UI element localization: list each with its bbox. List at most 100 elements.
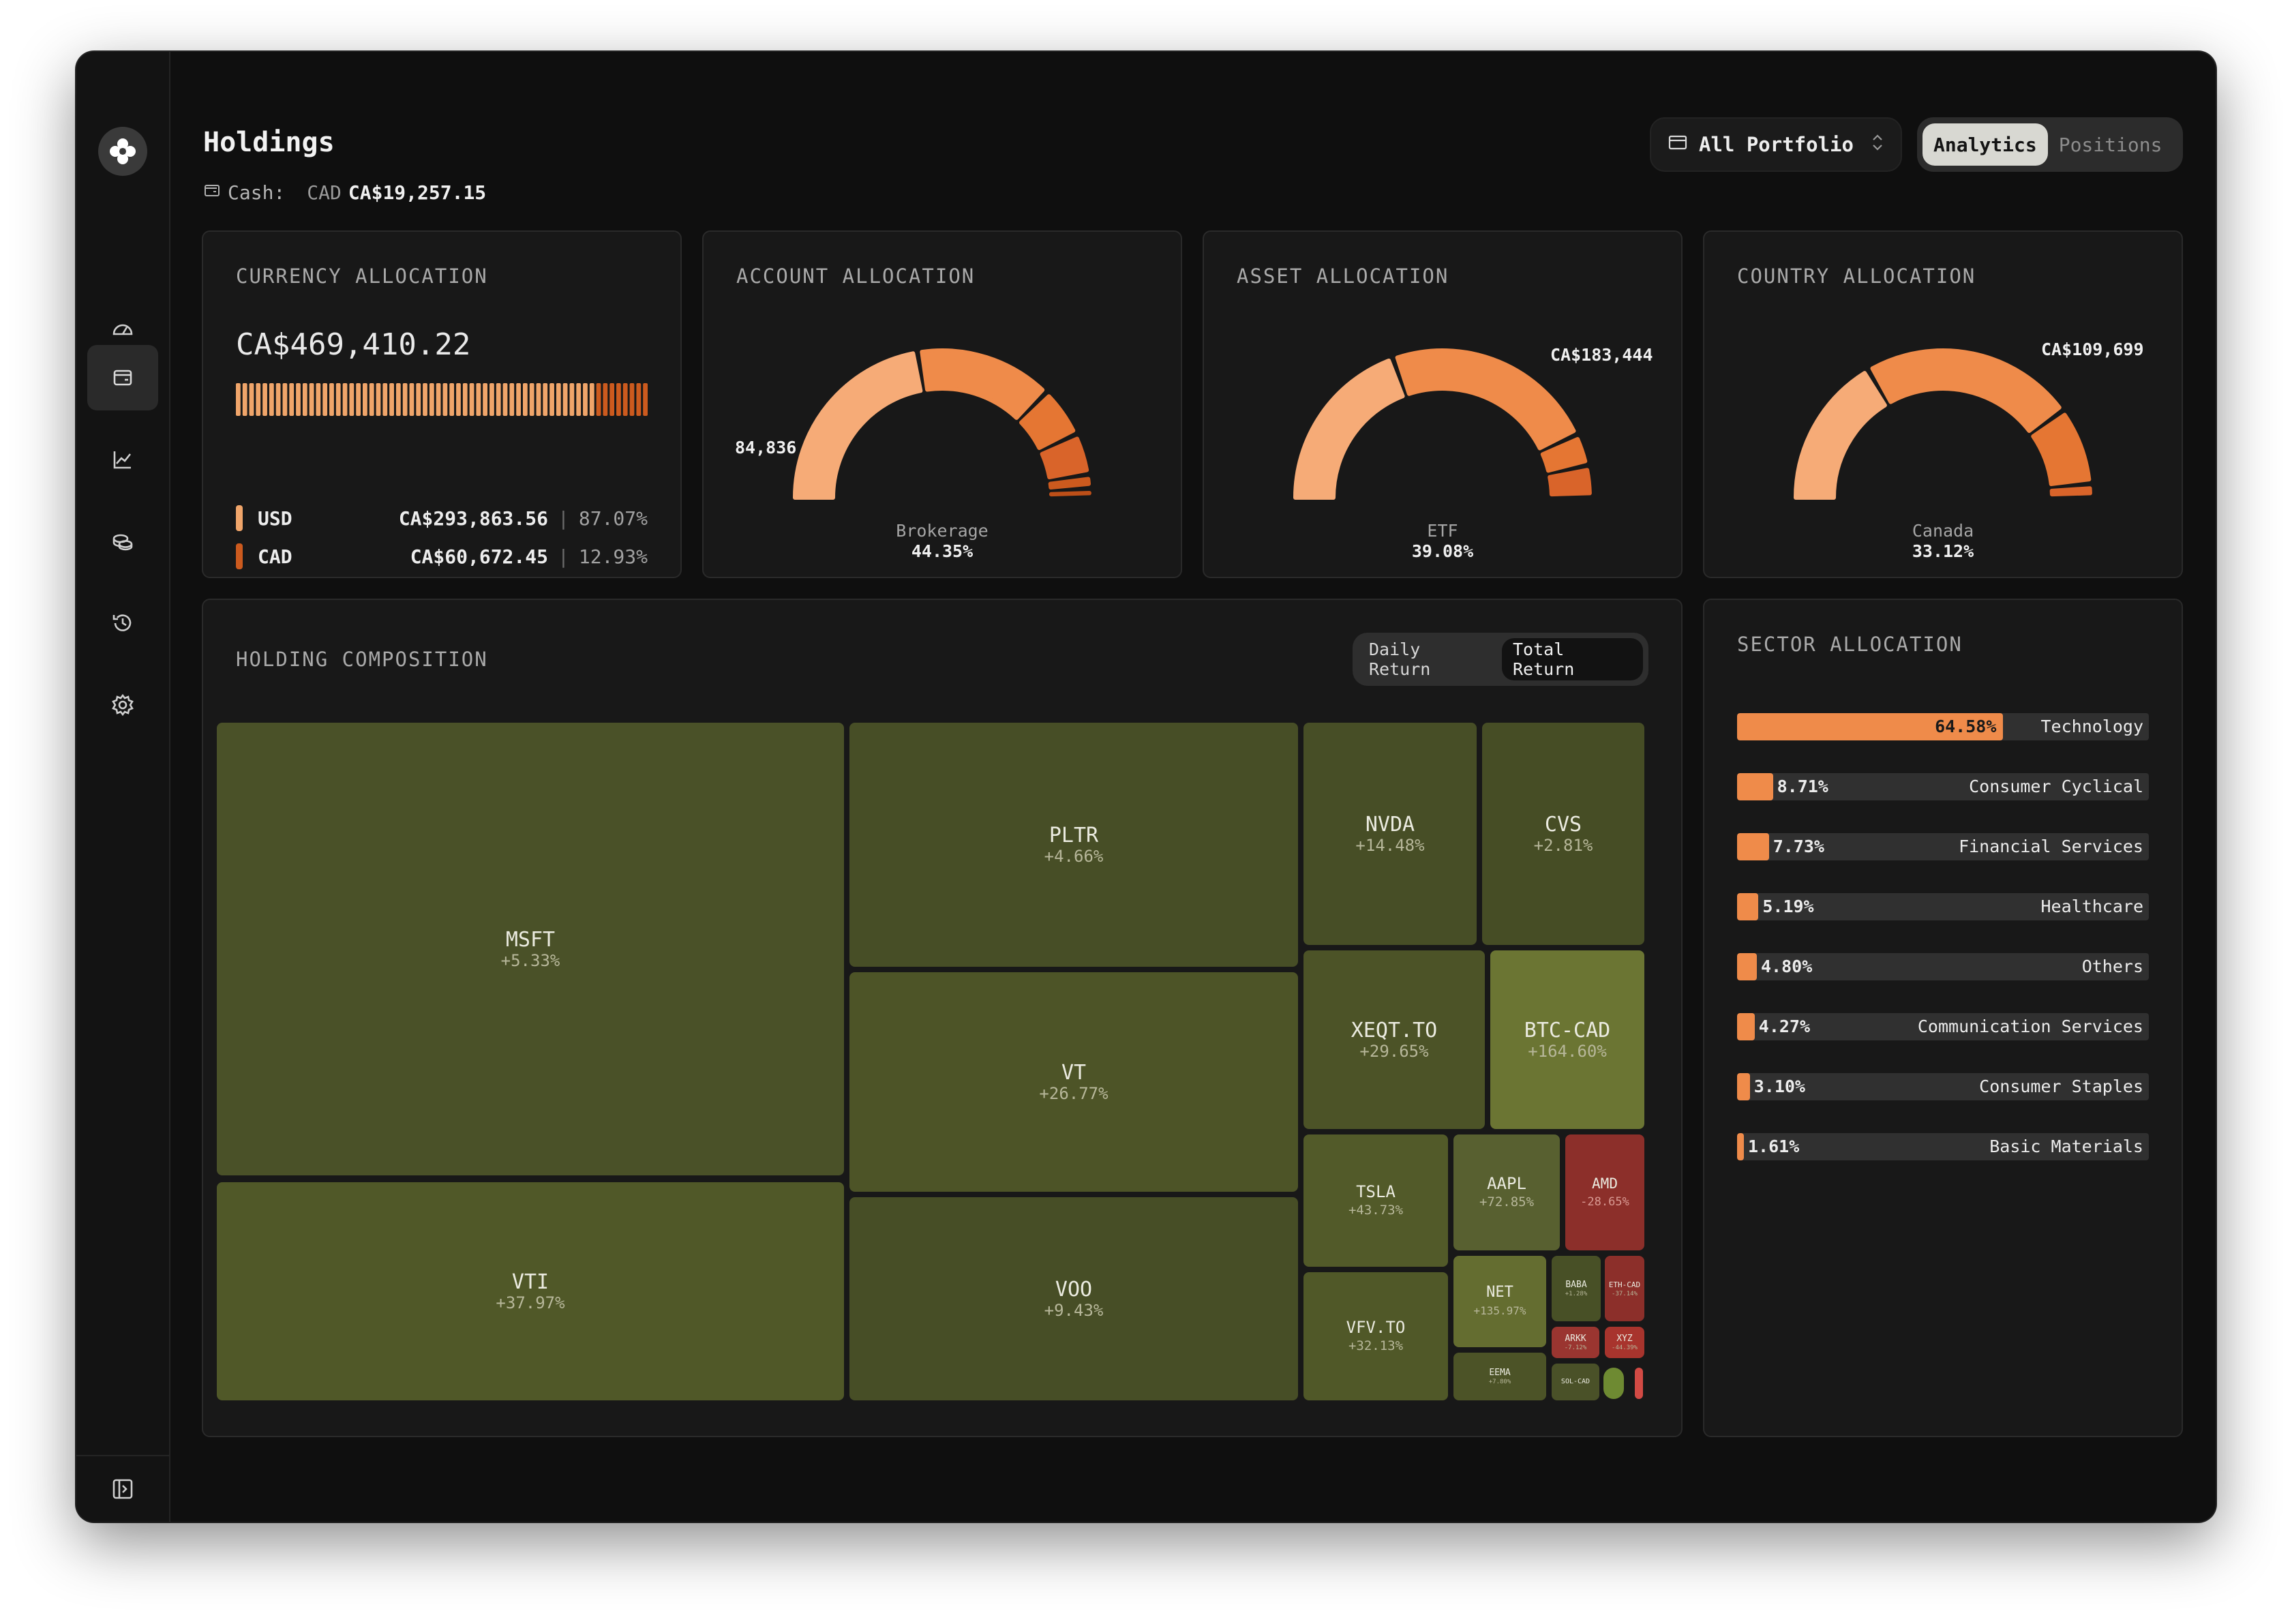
holding-tile-pltr[interactable]: PLTR +4.66% xyxy=(849,723,1298,967)
holding-symbol: VT xyxy=(1061,1061,1087,1085)
sector-row[interactable]: 8.71% Consumer Cyclical xyxy=(1737,773,2149,800)
flower-logo-icon[interactable] xyxy=(98,127,147,176)
cash-label: Cash: xyxy=(228,181,286,204)
settings-gear-icon[interactable] xyxy=(87,672,158,738)
holding-tile-aapl[interactable]: AAPL +72.85% xyxy=(1453,1134,1560,1250)
holding-tile-net[interactable]: NET +135.97% xyxy=(1453,1256,1546,1347)
holding-return: +164.60% xyxy=(1528,1042,1607,1061)
currency-share-stripe xyxy=(469,383,474,416)
holding-tile-eema[interactable]: EEMA +7.80% xyxy=(1453,1353,1546,1400)
asset-allocation-card: ASSET ALLOCATION CA$183,444 ETF 39.08% xyxy=(1203,230,1683,578)
currency-percent: 87.07% xyxy=(578,507,648,530)
portfolio-select[interactable]: All Portfolio xyxy=(1650,117,1902,172)
sector-row[interactable]: 5.19% Healthcare xyxy=(1737,893,2149,920)
gauge-segment[interactable] xyxy=(1019,394,1076,451)
holding-return: +72.85% xyxy=(1479,1194,1535,1209)
app-window: Holdings Cash: CAD CA$19,257.15 All Port… xyxy=(76,52,2216,1522)
holding-return: +43.73% xyxy=(1348,1203,1404,1218)
holding-return: +7.80% xyxy=(1488,1378,1511,1385)
currency-share-stripe xyxy=(509,383,515,416)
holding-tile-voo[interactable]: VOO +9.43% xyxy=(849,1197,1298,1400)
currency-share-stripe xyxy=(423,383,427,416)
gauge-segment[interactable] xyxy=(2031,412,2092,487)
tab-positions[interactable]: Positions xyxy=(2058,133,2162,156)
holding-tile-xeqt[interactable]: XEQT.TO +29.65% xyxy=(1303,950,1485,1129)
holding-tile-xyz[interactable]: XYZ -44.39% xyxy=(1605,1327,1644,1358)
account-allocation-gauge[interactable] xyxy=(704,232,1181,577)
sector-row[interactable]: 7.73% Financial Services xyxy=(1737,833,2149,860)
holding-return: -7.12% xyxy=(1564,1344,1587,1351)
asset-allocation-gauge[interactable] xyxy=(1204,232,1681,577)
gauge-segment[interactable] xyxy=(1049,490,1091,497)
currency-share-stripe xyxy=(329,383,334,416)
gauge-segment[interactable] xyxy=(1540,437,1588,473)
holding-tile-nvda[interactable]: NVDA +14.48% xyxy=(1303,723,1477,945)
holding-tile-btc-cad[interactable]: BTC-CAD +164.60% xyxy=(1490,950,1644,1129)
sector-name: Consumer Staples xyxy=(1979,1077,2143,1096)
gauge-segment[interactable] xyxy=(1794,371,1887,500)
gauge-segment[interactable] xyxy=(1293,358,1405,500)
gauge-segment[interactable] xyxy=(920,348,1045,420)
holding-tile-vfv[interactable]: VFV.TO +32.13% xyxy=(1303,1272,1448,1400)
holding-tile-cvs[interactable]: CVS +2.81% xyxy=(1482,723,1644,945)
sector-row[interactable]: 4.27% Communication Services xyxy=(1737,1013,2149,1040)
history-icon[interactable] xyxy=(87,590,158,656)
currency-code: CAD xyxy=(258,545,292,568)
gauge-segment[interactable] xyxy=(1548,468,1592,497)
currency-value: CA$60,672.45 xyxy=(410,545,548,568)
holding-symbol: TSLA xyxy=(1356,1182,1396,1201)
holding-return: +37.97% xyxy=(496,1293,565,1312)
currency-share-stripe xyxy=(236,383,241,416)
sector-row[interactable]: 3.10% Consumer Staples xyxy=(1737,1073,2149,1100)
holding-composition-card: HOLDING COMPOSITION Daily Return Total R… xyxy=(202,599,1683,1437)
performance-chart-icon[interactable] xyxy=(87,427,158,492)
holding-return: -44.39% xyxy=(1612,1344,1638,1351)
gauge-segment[interactable] xyxy=(1048,477,1091,490)
sector-row[interactable]: 4.80% Others xyxy=(1737,953,2149,980)
currency-share-stripe xyxy=(395,383,401,416)
holding-tile-amd[interactable]: AMD -28.65% xyxy=(1565,1134,1644,1250)
daily-return-button[interactable]: Daily Return xyxy=(1369,640,1431,679)
usd-color-swatch xyxy=(236,505,243,531)
currency-share-stripe xyxy=(409,383,414,416)
currency-share-stripe xyxy=(556,383,561,416)
holding-tile-sol-cad[interactable]: SOL-CAD xyxy=(1552,1364,1599,1400)
currency-share-stripe xyxy=(583,383,588,416)
holding-return: +135.97% xyxy=(1473,1304,1526,1317)
holding-tile-small[interactable] xyxy=(1603,1368,1624,1399)
gauge-segment[interactable] xyxy=(2049,486,2092,497)
currency-share-stripe xyxy=(636,383,642,416)
holding-symbol: SOL-CAD xyxy=(1560,1378,1590,1385)
holding-tile-arkk[interactable]: ARKK -7.12% xyxy=(1552,1327,1599,1358)
holding-symbol: NET xyxy=(1486,1284,1513,1301)
holding-tile-msft[interactable]: MSFT +5.33% xyxy=(217,723,844,1175)
holding-tile-vt[interactable]: VT +26.77% xyxy=(849,972,1298,1192)
currency-share-stripe xyxy=(569,383,575,416)
gauge-segment[interactable] xyxy=(1395,348,1576,451)
wallet-icon xyxy=(1668,132,1688,157)
holding-tile-vti[interactable]: VTI +37.97% xyxy=(217,1182,844,1400)
sector-row[interactable]: 1.61% Basic Materials xyxy=(1737,1133,2149,1160)
currency-share-stripe xyxy=(382,383,388,416)
total-return-button[interactable]: Total Return xyxy=(1502,638,1643,680)
coins-icon[interactable] xyxy=(87,509,158,574)
gauge-segment[interactable] xyxy=(1040,436,1089,479)
holding-tile-small[interactable] xyxy=(1635,1368,1643,1399)
gauge-segment[interactable] xyxy=(793,351,923,500)
currency-share-stripe xyxy=(416,383,421,416)
country-allocation-gauge[interactable] xyxy=(1704,232,2182,577)
holding-symbol: VFV.TO xyxy=(1346,1318,1406,1337)
tab-analytics[interactable]: Analytics xyxy=(1922,123,2048,166)
gauge-segment[interactable] xyxy=(1870,348,2062,434)
sector-row[interactable]: 64.58% Technology xyxy=(1737,713,2149,740)
dashboard-gauge-icon[interactable] xyxy=(87,296,158,361)
expand-sidebar-icon[interactable] xyxy=(76,1455,169,1522)
sector-allocation-card: SECTOR ALLOCATION 64.58% Technology 8.71% C… xyxy=(1703,599,2183,1437)
holding-tile-tsla[interactable]: TSLA +43.73% xyxy=(1303,1134,1448,1267)
holding-symbol: AAPL xyxy=(1487,1174,1526,1193)
wallet-holdings-icon[interactable] xyxy=(87,345,158,410)
holdings-treemap: MSFT +5.33% VTI +37.97% PLTR +4.66% VT +… xyxy=(217,723,1644,1400)
holding-tile-eth-cad[interactable]: ETH-CAD -37.14% xyxy=(1605,1256,1644,1321)
holding-tile-baba[interactable]: BABA +1.28% xyxy=(1552,1256,1601,1321)
currency-share-stripe xyxy=(543,383,548,416)
